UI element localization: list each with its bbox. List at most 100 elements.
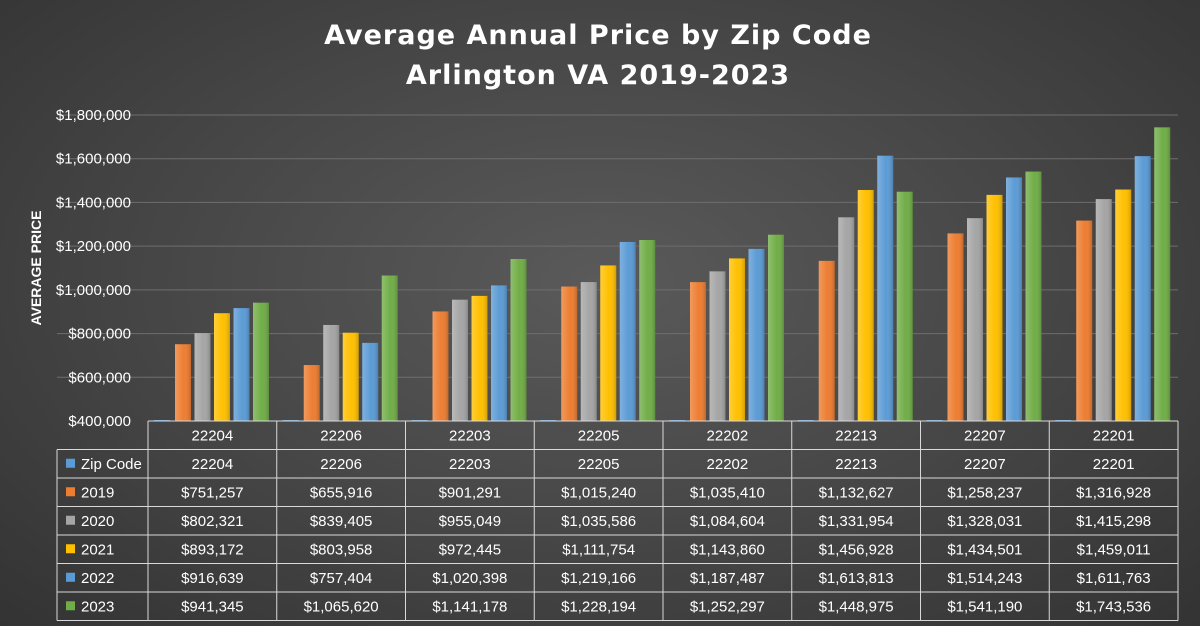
table-cell: $916,639 <box>181 570 244 587</box>
y-tick-label: $800,000 <box>68 326 131 343</box>
table-cell: $1,015,240 <box>561 484 636 501</box>
bar-shade <box>1154 127 1171 421</box>
table-cell: $1,328,031 <box>947 513 1022 530</box>
bar-shade <box>729 258 745 421</box>
table-cell: $751,257 <box>181 484 244 501</box>
bar-shade <box>857 189 874 421</box>
table-cell: $893,172 <box>181 541 244 558</box>
bars <box>154 127 1171 422</box>
bar-shade <box>471 295 488 421</box>
table-cell: $1,316,928 <box>1076 484 1151 501</box>
bar-shade <box>639 239 656 421</box>
table-cell: $1,541,190 <box>947 598 1022 615</box>
table-cell: $1,035,586 <box>561 513 636 530</box>
table-cell: 22207 <box>964 456 1006 473</box>
y-tick-label: $1,400,000 <box>56 194 131 211</box>
table-cell: $1,415,298 <box>1076 513 1151 530</box>
bar-shade <box>1025 171 1042 421</box>
table-series-label: Zip Code <box>81 456 142 473</box>
table-category-header: 22205 <box>578 427 620 444</box>
y-tick-label: $600,000 <box>68 369 131 386</box>
table-cell: 22201 <box>1093 456 1135 473</box>
bar-shade <box>838 217 855 421</box>
table-cell: $757,404 <box>310 570 373 587</box>
table-category-header: 22204 <box>192 427 234 444</box>
bar-shade <box>619 241 636 421</box>
table-cell: 22202 <box>707 456 749 473</box>
table-cell: $1,020,398 <box>432 570 507 587</box>
table-cell: $1,111,754 <box>562 541 635 558</box>
y-tick-label: $1,200,000 <box>56 238 131 255</box>
table-cell: 22204 <box>192 456 234 473</box>
table-category-header: 22202 <box>707 427 749 444</box>
table-cell: $1,141,178 <box>432 598 507 615</box>
table-cell: $839,405 <box>310 513 373 530</box>
bar-shade <box>947 233 964 421</box>
bar-shade <box>986 194 1003 421</box>
legend-key <box>66 458 75 468</box>
bar-shade <box>967 218 983 421</box>
legend-key <box>66 515 75 525</box>
y-tick-label: $1,800,000 <box>56 107 131 124</box>
table-cell: $1,448,975 <box>819 598 894 615</box>
table-cell: $955,049 <box>439 513 502 530</box>
table-cell: 22203 <box>449 456 491 473</box>
table-cell: $1,084,604 <box>690 513 765 530</box>
table-cell: $1,035,410 <box>690 484 765 501</box>
bar-shade <box>233 308 250 421</box>
bar-shade <box>510 258 527 421</box>
bar-shade <box>561 286 578 421</box>
y-tick-label: $1,000,000 <box>56 282 131 299</box>
bar-shade <box>709 271 726 421</box>
table-category-header: 22203 <box>449 427 491 444</box>
bar-shade <box>214 313 230 421</box>
table-cell: $1,228,194 <box>561 598 636 615</box>
table-cell: 22213 <box>835 456 877 473</box>
table-cell: $1,331,954 <box>819 513 894 530</box>
legend-key <box>66 544 75 554</box>
bar-shade <box>1134 156 1151 421</box>
bar-shade <box>303 365 320 421</box>
table-category-header: 22213 <box>835 427 877 444</box>
table-series-label: 2023 <box>81 598 114 615</box>
table-cell: $901,291 <box>439 484 502 501</box>
table-series-label: 2020 <box>81 513 114 530</box>
bar-shade <box>194 333 211 421</box>
bar-shade <box>818 260 835 421</box>
bar-shade <box>1076 220 1093 421</box>
y-tick-label: $1,600,000 <box>56 151 131 168</box>
table-series-label: 2022 <box>81 570 114 587</box>
bar-shade <box>1095 199 1112 421</box>
bar-shade <box>253 302 269 421</box>
table-cell: $972,445 <box>439 541 502 558</box>
chart-subtitle: Arlington VA 2019-2023 <box>406 60 790 91</box>
table-cell: $1,514,243 <box>947 570 1022 587</box>
table-cell: $1,252,297 <box>690 598 765 615</box>
bar-shade <box>342 332 359 421</box>
bar-shade <box>877 155 894 421</box>
table-cell: $1,132,627 <box>819 484 894 501</box>
table-cell: $1,258,237 <box>947 484 1022 501</box>
legend-key <box>66 487 75 497</box>
y-tick-label: $400,000 <box>68 413 131 430</box>
y-tick-labels: $400,000 $600,000 $800,000 $1,000,000 $1,200… <box>56 107 131 430</box>
bar-shade <box>381 275 398 421</box>
table-cell: $802,321 <box>181 513 244 530</box>
bar-shade <box>1115 189 1132 421</box>
table-cell: $803,958 <box>310 541 373 558</box>
table-cell: $941,345 <box>181 598 244 615</box>
bar-shade <box>323 324 340 421</box>
chart-title: Average Annual Price by Zip Code <box>324 20 872 51</box>
bar-shade <box>432 311 449 421</box>
table-cell: $1,434,501 <box>947 541 1022 558</box>
table-cell: $1,219,166 <box>561 570 636 587</box>
table-cell: $1,143,860 <box>690 541 765 558</box>
table-cell: $1,459,011 <box>1077 541 1151 558</box>
table-category-header: 22206 <box>320 427 362 444</box>
bar-shade <box>896 191 913 421</box>
bar-shade <box>748 248 765 421</box>
bar-shade <box>580 282 597 421</box>
data-table: 22204 22206 22203 22205 22202 22213 22207 22201… <box>56 420 1179 621</box>
table-cell: $1,743,536 <box>1076 598 1151 615</box>
